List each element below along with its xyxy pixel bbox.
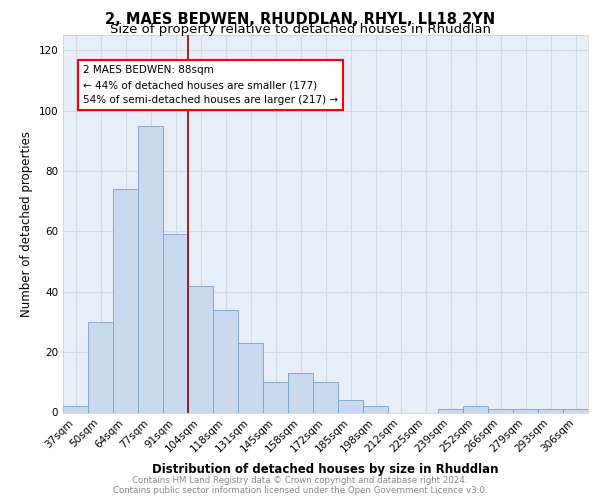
Bar (113, 189, 138, 412)
Y-axis label: Number of detached properties: Number of detached properties (20, 130, 33, 317)
Bar (538, 410, 563, 412)
Bar (163, 234, 188, 412)
Bar (88, 322, 113, 412)
Bar (263, 382, 288, 412)
Bar (213, 310, 238, 412)
Bar (513, 410, 538, 412)
Bar (363, 406, 388, 412)
Bar (188, 286, 213, 412)
Bar (138, 126, 163, 412)
Bar (563, 410, 588, 412)
Text: Size of property relative to detached houses in Rhuddlan: Size of property relative to detached ho… (110, 22, 491, 36)
Bar (313, 382, 338, 412)
Bar (463, 406, 488, 412)
X-axis label: Distribution of detached houses by size in Rhuddlan: Distribution of detached houses by size … (152, 462, 499, 475)
Bar (63, 406, 88, 412)
Bar (338, 400, 363, 412)
Bar (438, 410, 463, 412)
Bar (488, 410, 513, 412)
Text: 2 MAES BEDWEN: 88sqm
← 44% of detached houses are smaller (177)
54% of semi-deta: 2 MAES BEDWEN: 88sqm ← 44% of detached h… (83, 65, 338, 105)
Text: 2, MAES BEDWEN, RHUDDLAN, RHYL, LL18 2YN: 2, MAES BEDWEN, RHUDDLAN, RHYL, LL18 2YN (105, 12, 495, 28)
Bar (288, 373, 313, 412)
Bar (238, 343, 263, 412)
Text: Contains HM Land Registry data © Crown copyright and database right 2024.
Contai: Contains HM Land Registry data © Crown c… (113, 476, 487, 495)
